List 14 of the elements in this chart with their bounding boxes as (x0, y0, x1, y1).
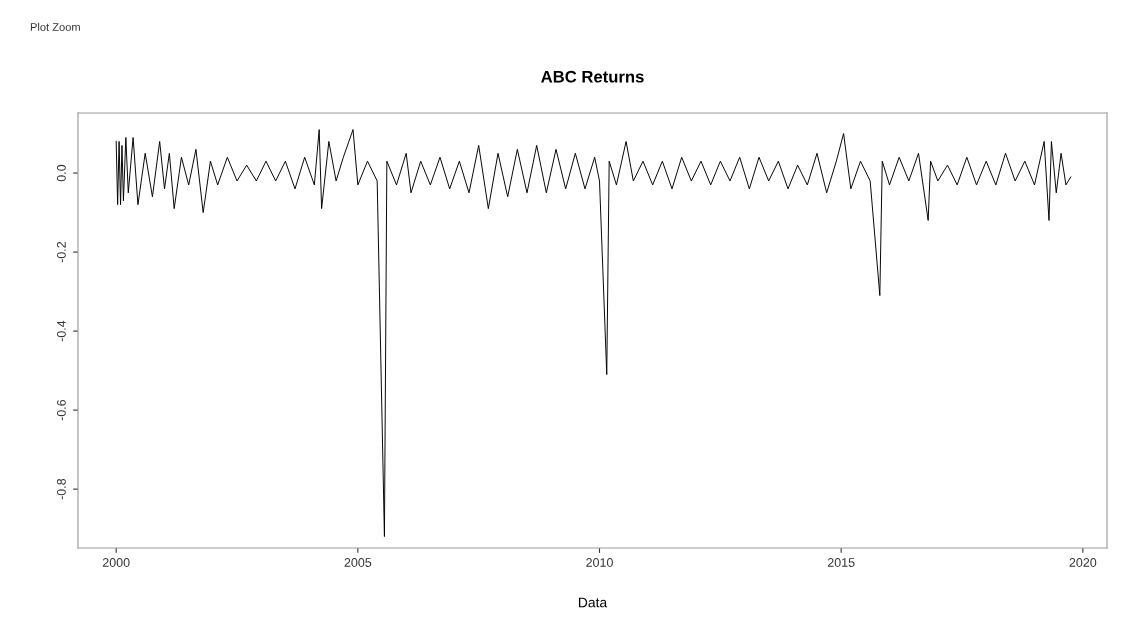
x-tick-label: 2010 (586, 558, 613, 567)
x-tick-label: 2015 (827, 558, 855, 567)
x-tick-label: 2020 (1069, 558, 1097, 567)
y-tick-label: -0.2 (56, 241, 66, 263)
chart-title: ABC Returns (541, 70, 644, 83)
line-series (115, 129, 1072, 538)
y-tick-label: -0.4 (56, 320, 66, 342)
y-tick-label: -0.8 (56, 478, 66, 500)
text: Plot Zoom (30, 22, 80, 31)
x-axis-title: Data (578, 597, 608, 608)
y-tick-label: 0.0 (56, 164, 66, 182)
x-tick-label: 2005 (344, 558, 372, 567)
y-tick-label: -0.6 (56, 399, 66, 421)
x-tick-label: 2000 (102, 558, 130, 567)
